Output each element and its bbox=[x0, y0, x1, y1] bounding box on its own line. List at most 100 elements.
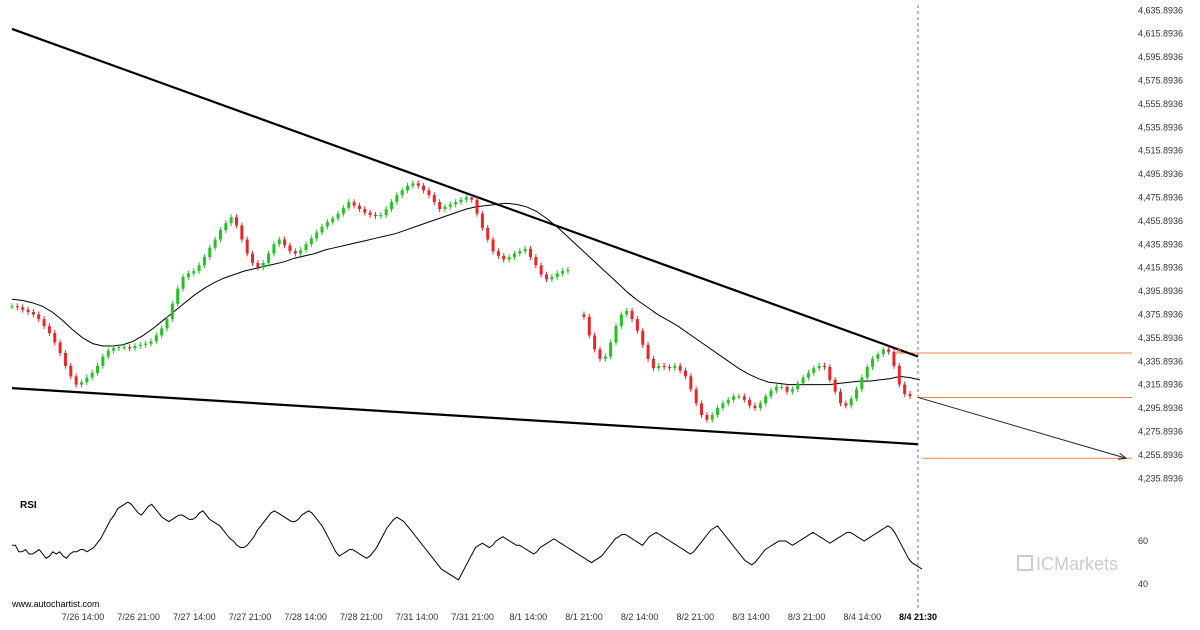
candle bbox=[844, 400, 848, 409]
candle bbox=[684, 367, 687, 380]
candle bbox=[26, 306, 30, 315]
candle bbox=[106, 347, 110, 360]
price-tick-label: 4,335.8936 bbox=[1138, 356, 1183, 366]
price-tick-label: 4,575.8936 bbox=[1138, 76, 1183, 86]
candle bbox=[224, 220, 228, 234]
candle bbox=[74, 373, 78, 388]
candle bbox=[277, 236, 281, 248]
price-axis: 4,635.8936 4,615.8936 4,595.8936 4,575.8936… bbox=[1138, 5, 1183, 483]
candle bbox=[732, 393, 736, 403]
candle bbox=[448, 201, 452, 210]
candle bbox=[523, 245, 527, 255]
candle bbox=[288, 242, 292, 255]
candle bbox=[15, 303, 19, 311]
time-tick-label: 7/27 14:00 bbox=[173, 612, 216, 622]
candle bbox=[117, 344, 121, 352]
price-tick-label: 4,455.8936 bbox=[1138, 216, 1183, 226]
time-tick-label: 7/27 21:00 bbox=[229, 612, 272, 622]
candle bbox=[347, 199, 351, 211]
candle bbox=[855, 386, 859, 402]
price-tick-label: 4,515.8936 bbox=[1138, 146, 1183, 156]
candle bbox=[903, 381, 907, 397]
candle bbox=[165, 316, 169, 332]
candle bbox=[373, 212, 377, 220]
candle bbox=[443, 203, 447, 213]
candle bbox=[475, 196, 479, 217]
resistance-trendline bbox=[11, 27, 919, 358]
candle bbox=[507, 254, 511, 263]
candle bbox=[865, 364, 869, 381]
candle bbox=[357, 202, 361, 213]
candle bbox=[101, 353, 105, 369]
pattern-marker-a: A bbox=[896, 346, 902, 356]
candle bbox=[657, 362, 661, 372]
candle bbox=[309, 235, 313, 248]
candle bbox=[849, 395, 853, 409]
candle bbox=[470, 194, 474, 203]
candle bbox=[555, 270, 559, 280]
forecast-line bbox=[917, 396, 1127, 459]
candle bbox=[806, 369, 810, 381]
rsi-tick-label: 60 bbox=[1138, 536, 1148, 546]
candle bbox=[432, 192, 436, 206]
candle bbox=[512, 250, 516, 260]
candle bbox=[721, 400, 725, 411]
time-tick-label: 8/2 14:00 bbox=[621, 612, 659, 622]
time-tick-label: 8/4 14:00 bbox=[844, 612, 882, 622]
price-tick-label: 4,435.8936 bbox=[1138, 239, 1183, 249]
target-levels bbox=[898, 352, 1132, 459]
candle bbox=[245, 236, 249, 257]
time-tick-label: 7/28 14:00 bbox=[284, 612, 327, 622]
candle bbox=[154, 332, 158, 345]
candle bbox=[31, 309, 35, 318]
candle bbox=[502, 252, 506, 263]
candle bbox=[454, 199, 458, 208]
candle bbox=[112, 345, 116, 354]
source-label: www.autochartist.com bbox=[11, 599, 100, 609]
support-trendline bbox=[11, 386, 919, 446]
forecast-arrow bbox=[917, 396, 1128, 460]
candle bbox=[764, 393, 768, 407]
candle bbox=[614, 323, 618, 346]
candle bbox=[96, 362, 100, 376]
candle bbox=[283, 236, 287, 249]
rsi-title: RSI bbox=[20, 500, 37, 511]
candle bbox=[122, 344, 126, 351]
candle bbox=[331, 215, 335, 225]
candle bbox=[705, 412, 709, 423]
candle bbox=[630, 307, 634, 322]
candle bbox=[716, 405, 720, 418]
time-tick-label: 7/28 21:00 bbox=[340, 612, 383, 622]
candle bbox=[411, 180, 415, 189]
candle bbox=[774, 383, 778, 394]
candle bbox=[325, 219, 329, 230]
candle bbox=[780, 383, 784, 390]
price-tick-label: 4,315.8936 bbox=[1138, 380, 1183, 390]
candle bbox=[229, 214, 233, 227]
price-tick-label: 4,275.8936 bbox=[1138, 427, 1183, 437]
candle bbox=[726, 396, 730, 407]
candle bbox=[384, 206, 388, 218]
candle bbox=[213, 236, 217, 251]
time-tick-label: 7/31 14:00 bbox=[396, 612, 439, 622]
candle bbox=[304, 241, 308, 253]
time-tick-label: 8/1 21:00 bbox=[565, 612, 603, 622]
candle bbox=[459, 196, 463, 206]
candle bbox=[293, 248, 297, 257]
price-tick-label: 4,615.8936 bbox=[1138, 29, 1183, 39]
candle bbox=[812, 365, 816, 376]
time-tick-label: 7/26 14:00 bbox=[62, 612, 105, 622]
time-tick-label: 8/1 14:00 bbox=[510, 612, 548, 622]
candle bbox=[491, 236, 495, 255]
candle bbox=[566, 267, 570, 275]
candle bbox=[876, 351, 880, 362]
candle bbox=[609, 339, 613, 360]
candle bbox=[635, 316, 639, 334]
price-tick-label: 4,415.8936 bbox=[1138, 263, 1183, 273]
time-tick-label: 7/31 21:00 bbox=[451, 612, 494, 622]
candle bbox=[192, 268, 196, 277]
candle bbox=[667, 364, 671, 372]
brand-label: ICMarkets bbox=[1036, 554, 1118, 574]
